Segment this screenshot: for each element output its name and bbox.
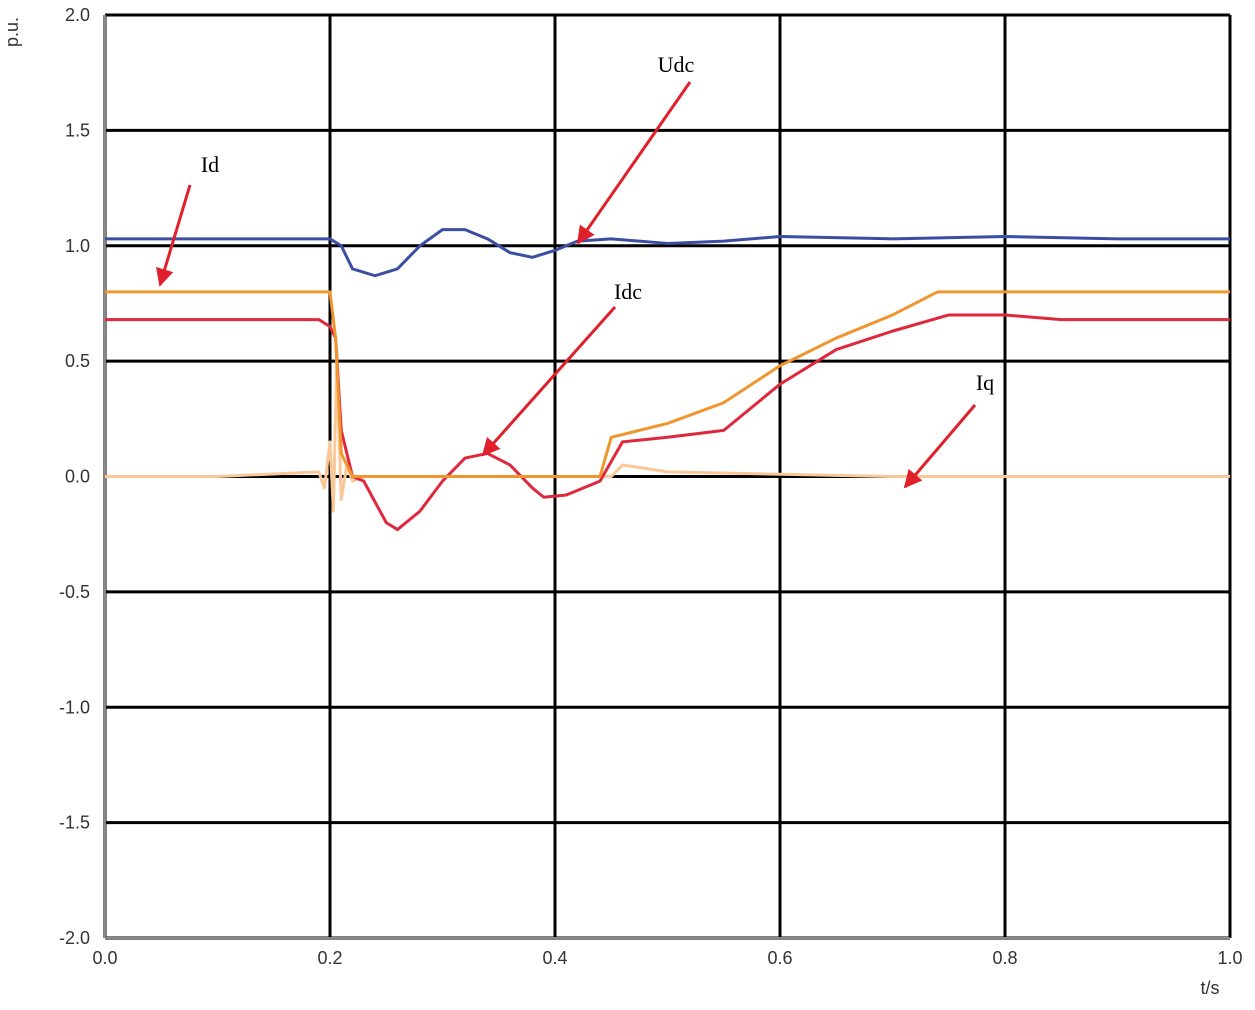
x-tick-label: 0.2 (317, 948, 342, 968)
x-tick-label: 0.6 (767, 948, 792, 968)
annotation: Udc (658, 52, 695, 77)
y-tick-label: 1.0 (65, 236, 90, 256)
y-tick-label: 0.5 (65, 351, 90, 371)
series-line (105, 313, 1230, 532)
arrow (156, 184, 192, 287)
y-tick-label: -2.0 (59, 928, 90, 948)
annotations: Udc Id Idc Iq (156, 52, 994, 489)
arrow (481, 306, 617, 457)
annotation: Idc (614, 279, 642, 304)
x-tick-label: 0.4 (542, 948, 567, 968)
x-tick-label: 0.8 (992, 948, 1017, 968)
x-axis-label: t/s (1200, 978, 1219, 998)
y-tick-label: 0.0 (65, 467, 90, 487)
x-tick-label: 1.0 (1217, 948, 1242, 968)
series-line (105, 228, 1230, 278)
arrow (903, 404, 977, 489)
grid: -2.0 -1.5 -1.0 -0.5 0.0 0.5 1.0 1.5 2.0 0.0 0.2 0.4… (59, 5, 1243, 968)
series-line (105, 290, 1230, 478)
y-tick-label: -1.0 (59, 697, 90, 717)
x-tick-label: 0.0 (92, 948, 117, 968)
annotation: Id (201, 152, 219, 177)
y-tick-label: 2.0 (65, 5, 90, 25)
y-tick-label: 1.5 (65, 120, 90, 140)
arrow (576, 81, 692, 245)
series (105, 228, 1230, 532)
series-line (105, 359, 1230, 513)
annotation: Iq (976, 370, 994, 395)
y-tick-label: -0.5 (59, 582, 90, 602)
y-tick-label: -1.5 (59, 813, 90, 833)
y-axis-label: p.u. (2, 17, 22, 47)
